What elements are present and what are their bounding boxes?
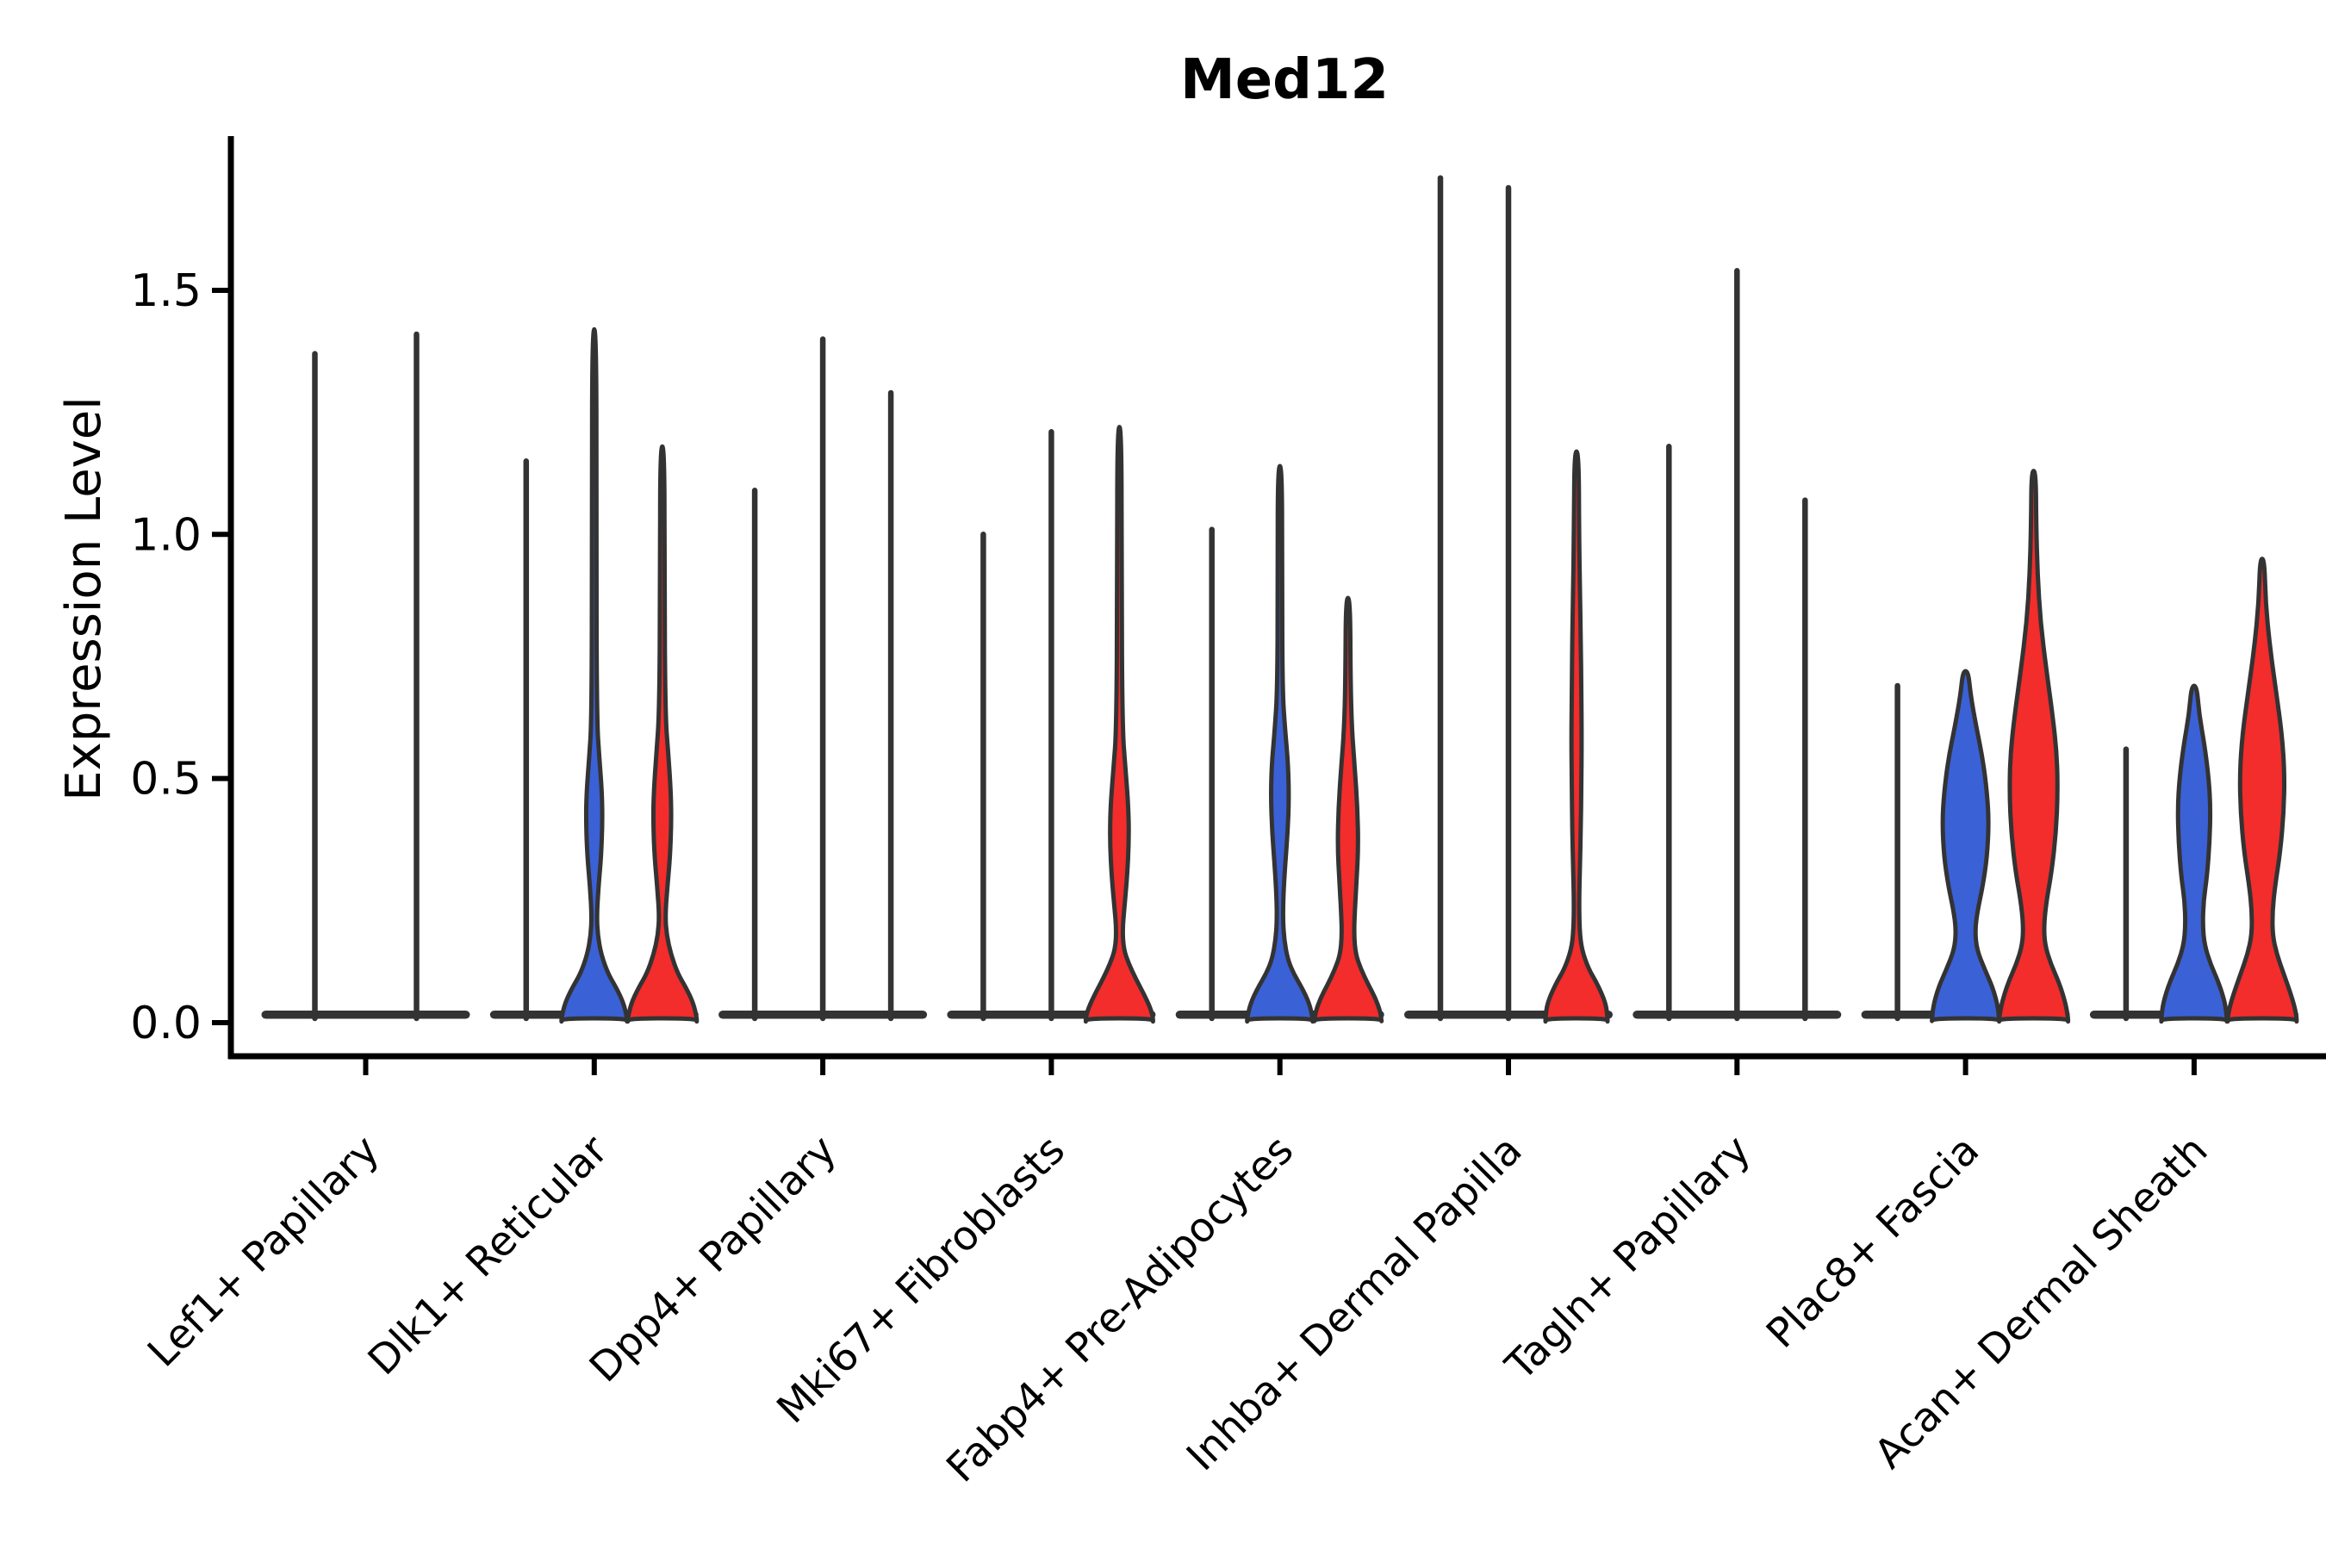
- violin-group: [947, 425, 1156, 1024]
- red-violin: [1997, 469, 2071, 1024]
- red-violin: [2225, 557, 2299, 1024]
- x-tick-label: Dlk1+ Reticular: [359, 1126, 618, 1384]
- violin-plot-figure: Med12 Expression Level 0.0 0.5 1.0 1.5 Lef1…: [34, 14, 2326, 1565]
- violin-group: [718, 336, 928, 1022]
- red-violin: [625, 444, 700, 1024]
- red-violin: [1312, 595, 1384, 1024]
- violin-group: [489, 327, 700, 1024]
- violin-group: [1861, 469, 2071, 1024]
- blue-violin: [1930, 669, 2002, 1024]
- violin-group: [1633, 268, 1842, 1022]
- violin-group: [1404, 175, 1613, 1024]
- y-tick-label: 1.0: [130, 509, 202, 561]
- violin-series: [261, 175, 2299, 1024]
- blue-violin: [559, 327, 630, 1024]
- violin-group: [2089, 557, 2299, 1024]
- blue-violin: [1245, 464, 1315, 1024]
- violin-group: [1175, 464, 1384, 1024]
- x-tick-label: Lef1+ Papillary: [139, 1127, 389, 1377]
- x-tick-label: Tagln+ Papillary: [1496, 1127, 1760, 1391]
- x-tick-label: Plac8+ Fascia: [1757, 1127, 1988, 1358]
- red-violin: [1083, 425, 1155, 1024]
- chart-title: Med12: [1180, 48, 1389, 112]
- y-tick-label: 1.5: [130, 265, 202, 317]
- x-tick-label: Dpp4+ Papillary: [581, 1127, 846, 1392]
- y-tick-label: 0.0: [130, 998, 202, 1049]
- violin-baseline-pancake: [261, 1011, 470, 1019]
- red-violin: [1543, 449, 1610, 1024]
- y-axis-label: Expression Level: [56, 396, 112, 801]
- axes: 0.0 0.5 1.0 1.5: [130, 136, 2326, 1075]
- violin-group: [261, 331, 470, 1022]
- blue-violin: [2159, 683, 2230, 1024]
- violin-chart: Med12 Expression Level 0.0 0.5 1.0 1.5 Lef1…: [56, 48, 2326, 1491]
- y-tick-label: 0.5: [130, 754, 202, 806]
